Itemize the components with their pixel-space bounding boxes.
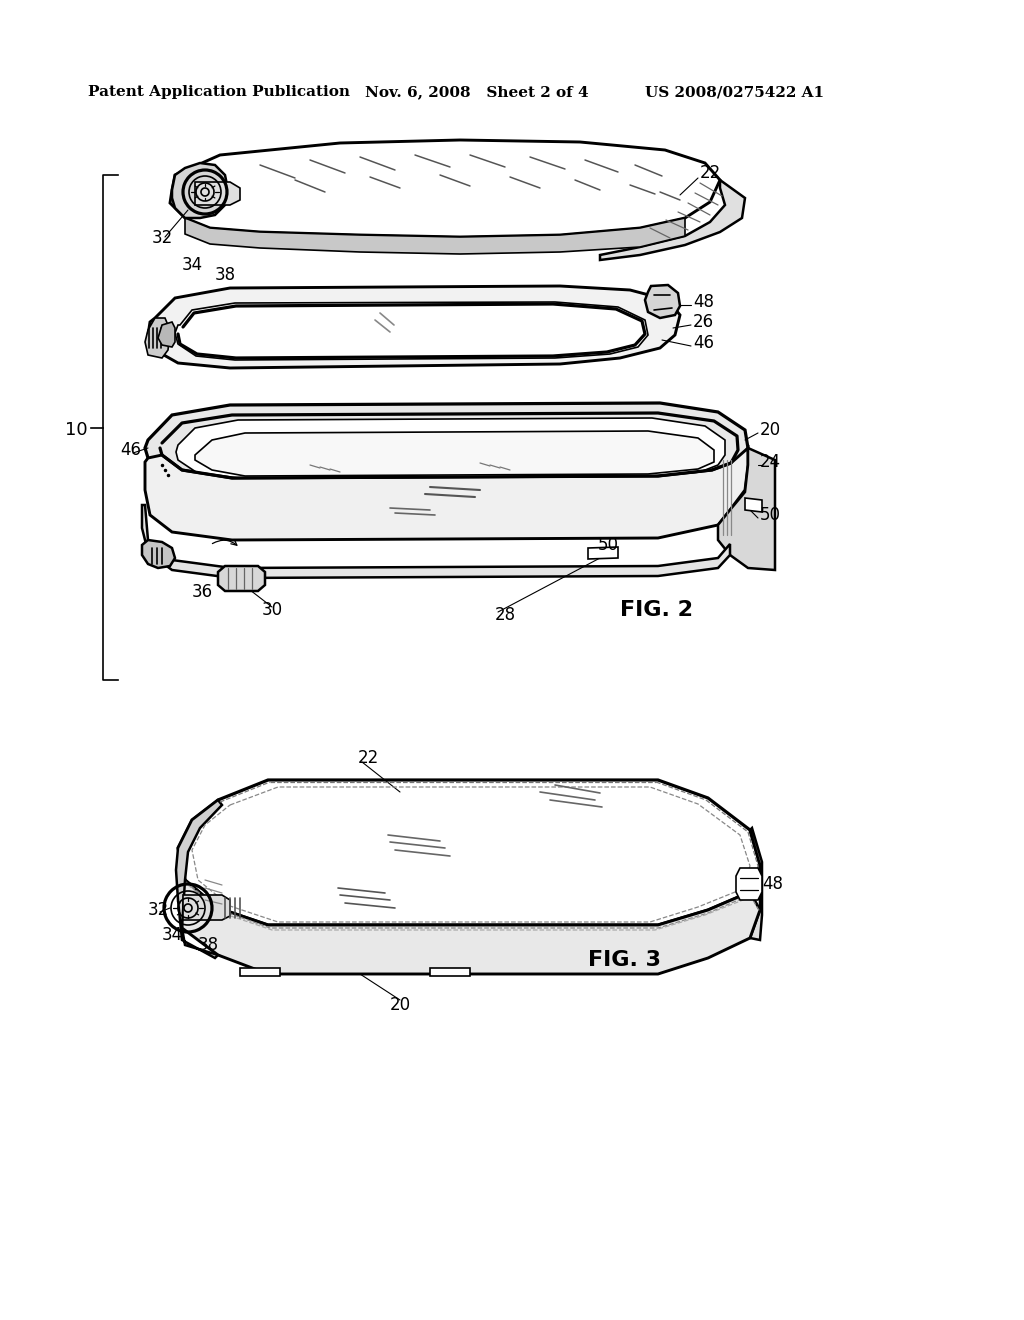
Text: 38: 38 (198, 936, 219, 954)
Text: 48: 48 (762, 875, 783, 894)
Polygon shape (148, 286, 680, 368)
Text: 32: 32 (148, 902, 169, 919)
Polygon shape (176, 418, 725, 478)
Text: 22: 22 (700, 164, 721, 182)
Text: 46: 46 (120, 441, 141, 459)
Polygon shape (185, 218, 685, 253)
Polygon shape (736, 869, 762, 900)
Text: 46: 46 (693, 334, 714, 352)
Polygon shape (218, 566, 265, 591)
Text: 32: 32 (152, 228, 173, 247)
Text: Patent Application Publication: Patent Application Publication (88, 84, 350, 99)
Text: FIG. 2: FIG. 2 (620, 601, 693, 620)
Polygon shape (180, 880, 760, 974)
Text: FIG. 3: FIG. 3 (588, 950, 662, 970)
Polygon shape (142, 506, 730, 578)
Polygon shape (430, 968, 470, 975)
Text: 34: 34 (162, 927, 183, 944)
Polygon shape (588, 546, 618, 558)
Polygon shape (750, 828, 762, 940)
Polygon shape (718, 447, 775, 570)
Polygon shape (600, 180, 745, 260)
Text: Nov. 6, 2008   Sheet 2 of 4: Nov. 6, 2008 Sheet 2 of 4 (365, 84, 589, 99)
Polygon shape (170, 140, 720, 238)
Polygon shape (183, 895, 230, 920)
Text: 34: 34 (182, 256, 203, 275)
Text: 36: 36 (193, 583, 213, 601)
Text: 50: 50 (598, 536, 618, 554)
Text: 50: 50 (760, 506, 781, 524)
Text: 24: 24 (760, 453, 781, 471)
Polygon shape (195, 432, 714, 477)
Polygon shape (145, 318, 170, 358)
Text: 20: 20 (760, 421, 781, 440)
Polygon shape (178, 780, 760, 925)
Polygon shape (176, 800, 222, 958)
Text: 28: 28 (495, 606, 516, 624)
Text: US 2008/0275422 A1: US 2008/0275422 A1 (645, 84, 824, 99)
Text: 26: 26 (693, 313, 714, 331)
Text: 22: 22 (358, 748, 379, 767)
Polygon shape (142, 540, 175, 568)
Text: 30: 30 (262, 601, 283, 619)
Polygon shape (158, 322, 175, 347)
Text: 48: 48 (693, 293, 714, 312)
Polygon shape (240, 968, 280, 975)
Text: 10: 10 (65, 421, 88, 440)
Polygon shape (145, 447, 748, 540)
Text: 20: 20 (389, 997, 411, 1014)
Polygon shape (645, 285, 680, 318)
Polygon shape (172, 162, 228, 218)
Polygon shape (175, 302, 648, 360)
Text: 38: 38 (215, 267, 237, 284)
Polygon shape (145, 403, 748, 482)
Polygon shape (195, 182, 240, 205)
Polygon shape (745, 498, 762, 512)
